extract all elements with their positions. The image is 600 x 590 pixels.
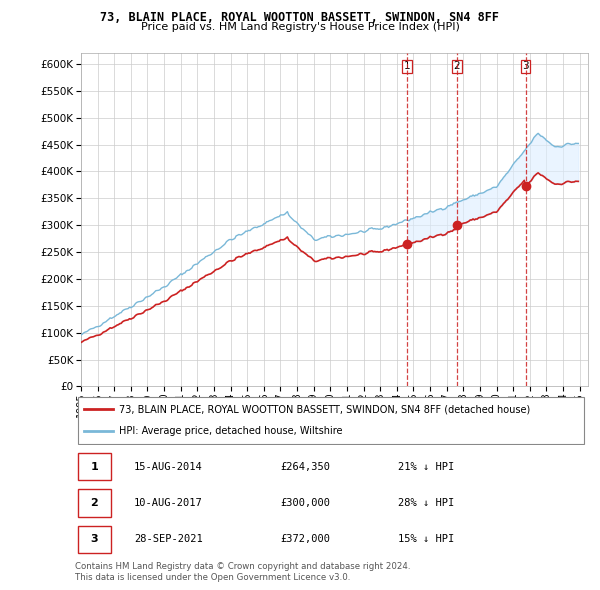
- Text: 15-AUG-2014: 15-AUG-2014: [134, 461, 203, 471]
- Text: 2: 2: [91, 498, 98, 508]
- Text: HPI: Average price, detached house, Wiltshire: HPI: Average price, detached house, Wilt…: [119, 427, 342, 437]
- FancyBboxPatch shape: [77, 397, 584, 444]
- Text: 3: 3: [523, 61, 529, 71]
- Text: £372,000: £372,000: [280, 535, 330, 545]
- FancyBboxPatch shape: [77, 453, 111, 480]
- Text: Contains HM Land Registry data © Crown copyright and database right 2024.: Contains HM Land Registry data © Crown c…: [75, 562, 410, 571]
- Text: 2: 2: [454, 61, 460, 71]
- FancyBboxPatch shape: [77, 489, 111, 517]
- Text: This data is licensed under the Open Government Licence v3.0.: This data is licensed under the Open Gov…: [75, 573, 350, 582]
- Text: 3: 3: [91, 535, 98, 545]
- Text: 1: 1: [91, 461, 98, 471]
- Text: 28% ↓ HPI: 28% ↓ HPI: [398, 498, 454, 508]
- Text: 28-SEP-2021: 28-SEP-2021: [134, 535, 203, 545]
- Text: 15% ↓ HPI: 15% ↓ HPI: [398, 535, 454, 545]
- Text: 1: 1: [404, 61, 410, 71]
- Text: £300,000: £300,000: [280, 498, 330, 508]
- Text: 73, BLAIN PLACE, ROYAL WOOTTON BASSETT, SWINDON, SN4 8FF: 73, BLAIN PLACE, ROYAL WOOTTON BASSETT, …: [101, 11, 499, 24]
- Text: Price paid vs. HM Land Registry's House Price Index (HPI): Price paid vs. HM Land Registry's House …: [140, 22, 460, 32]
- Text: 21% ↓ HPI: 21% ↓ HPI: [398, 461, 454, 471]
- Text: 73, BLAIN PLACE, ROYAL WOOTTON BASSETT, SWINDON, SN4 8FF (detached house): 73, BLAIN PLACE, ROYAL WOOTTON BASSETT, …: [119, 404, 530, 414]
- Text: £264,350: £264,350: [280, 461, 330, 471]
- Text: 10-AUG-2017: 10-AUG-2017: [134, 498, 203, 508]
- FancyBboxPatch shape: [77, 526, 111, 553]
